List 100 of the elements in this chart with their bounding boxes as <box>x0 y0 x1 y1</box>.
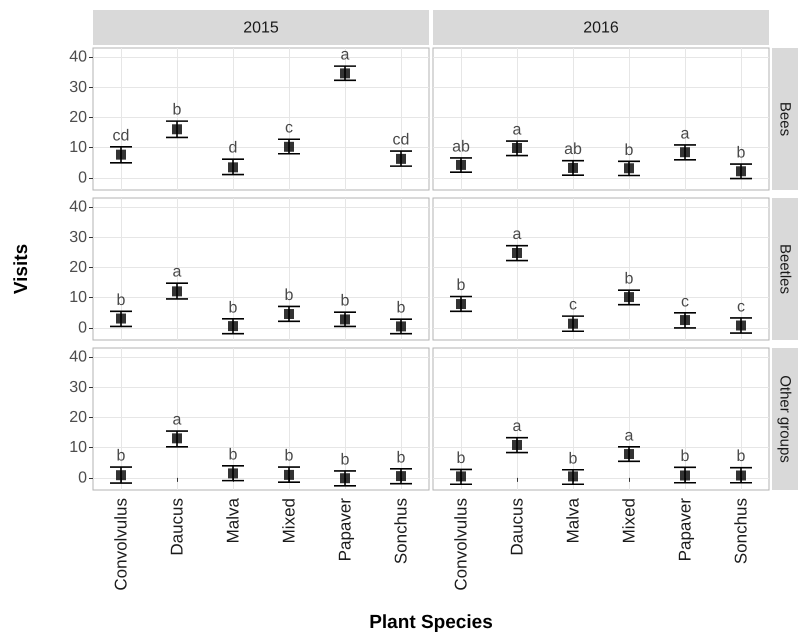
point <box>284 470 294 480</box>
point <box>228 468 238 478</box>
y-tick-label: 20 <box>69 108 88 126</box>
point <box>680 470 690 480</box>
y-tick-label: 0 <box>78 169 88 186</box>
point <box>624 292 634 302</box>
annotation: b <box>340 292 350 310</box>
x-tick-label: Sonchus <box>392 498 410 564</box>
point <box>680 147 690 158</box>
annotation: cd <box>392 132 410 149</box>
x-tick-label: Convolvulus <box>452 498 470 591</box>
y2-axis-title: Bees <box>776 102 794 136</box>
point <box>456 299 466 310</box>
y2-axis-title: Beetles <box>776 244 794 294</box>
annotation: b <box>680 448 690 465</box>
annotation: d <box>228 140 238 157</box>
annotation: b <box>284 448 294 465</box>
point <box>456 471 466 482</box>
point <box>568 162 578 173</box>
y-tick-label: 0 <box>78 319 88 336</box>
point <box>456 160 466 170</box>
annotation: ab <box>564 141 582 158</box>
annotation: a <box>172 412 182 429</box>
annotation: a <box>512 226 522 244</box>
y-tick-label: 20 <box>69 408 88 426</box>
point <box>116 470 126 480</box>
point <box>116 314 126 324</box>
x-tick-label: Daucus <box>508 498 526 556</box>
x-tick-label: Mixed <box>620 498 638 544</box>
x-axis-title: Plant Species <box>369 612 493 634</box>
point <box>340 473 350 484</box>
point <box>624 449 634 460</box>
annotation: b <box>396 449 406 466</box>
chart-title: 2015 <box>243 20 279 36</box>
point <box>340 314 350 324</box>
point <box>284 309 294 320</box>
annotation: a <box>172 264 182 281</box>
y-tick-label: 0 <box>78 469 88 486</box>
x-tick-label: Mixed <box>280 498 298 544</box>
annotation: c <box>681 293 689 310</box>
annotation: a <box>512 418 522 436</box>
chart-title: 2016 <box>583 20 619 36</box>
x-tick-label: Sonchus <box>732 498 750 564</box>
x-tick-label: Daucus <box>168 498 186 556</box>
point <box>568 471 578 482</box>
annotation: b <box>116 292 126 309</box>
annotation: c <box>569 296 577 314</box>
y-tick-label: 40 <box>69 348 88 366</box>
annotation: b <box>284 286 294 304</box>
x-tick-label: Papaver <box>676 498 694 562</box>
annotation: b <box>340 451 350 468</box>
point <box>736 320 746 330</box>
point <box>396 471 406 482</box>
annotation: ab <box>452 138 470 156</box>
annotation: a <box>624 427 634 444</box>
point <box>736 166 746 176</box>
y-tick-label: 10 <box>69 139 88 156</box>
annotation: b <box>396 300 406 317</box>
annotation: b <box>228 446 238 464</box>
y-tick-label: 30 <box>69 78 88 96</box>
annotation: b <box>736 144 746 162</box>
point <box>512 143 522 154</box>
annotation: b <box>624 142 634 159</box>
annotation: a <box>340 46 350 64</box>
point <box>396 154 406 164</box>
point <box>568 318 578 329</box>
point <box>172 433 182 444</box>
point <box>172 124 182 134</box>
annotation: a <box>680 125 690 142</box>
point <box>172 286 182 296</box>
x-tick-label: Papaver <box>336 498 354 562</box>
point <box>624 163 634 174</box>
x-tick-label: Malva <box>564 497 582 544</box>
y-tick-label: 30 <box>69 228 88 246</box>
y-tick-label: 20 <box>69 258 88 276</box>
annotation: b <box>568 450 578 468</box>
annotation: c <box>737 298 745 316</box>
point <box>340 68 350 78</box>
point <box>736 470 746 480</box>
y-tick-label: 10 <box>69 439 88 456</box>
y-tick-label: 40 <box>69 48 88 66</box>
annotation: cd <box>112 127 130 144</box>
annotation: b <box>228 299 238 316</box>
point <box>228 162 238 172</box>
annotation: b <box>116 448 126 465</box>
point <box>512 248 522 258</box>
x-tick-label: Convolvulus <box>112 498 130 591</box>
point <box>680 315 690 326</box>
annotation: c <box>285 120 293 137</box>
point <box>396 321 406 332</box>
point <box>116 150 126 160</box>
annotation: b <box>172 102 182 119</box>
annotation: b <box>624 270 634 288</box>
y-tick-label: 30 <box>69 378 88 396</box>
y-tick-label: 40 <box>69 198 88 216</box>
annotation: b <box>456 450 466 467</box>
y-axis-title: Visits <box>11 244 33 294</box>
annotation: b <box>456 276 466 294</box>
point <box>228 321 238 332</box>
x-tick-label: Malva <box>224 497 242 544</box>
